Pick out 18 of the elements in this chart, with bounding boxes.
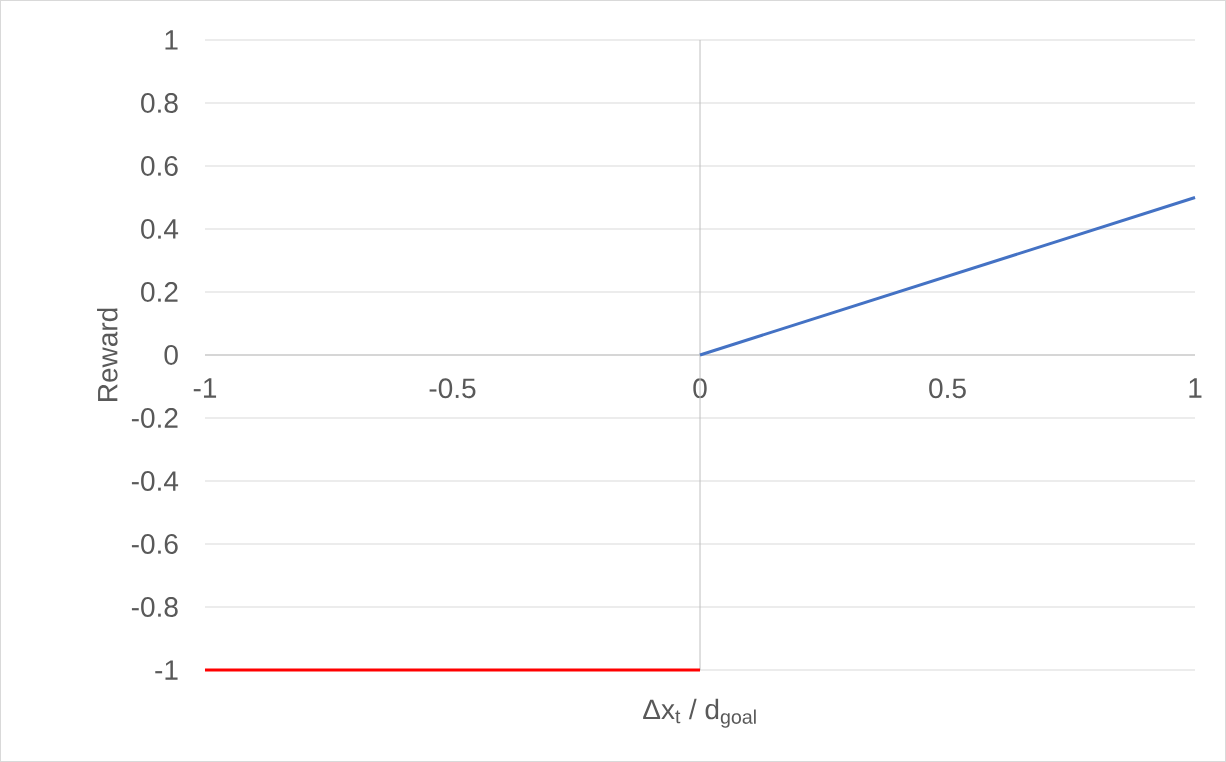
x-tick-label: 1 [1189, 378, 1202, 398]
y-tick-label: -0.2 [131, 408, 178, 428]
y-tick-label: -1 [155, 660, 178, 680]
x-tick-label: 0 [693, 378, 707, 399]
x-tick-label: -0.5 [429, 378, 476, 399]
x-tick-label: -1 [193, 378, 217, 398]
y-tick-label: -0.6 [131, 534, 178, 554]
x-axis-title: Δx$_{t}$ / d$_{goal}$ [643, 698, 756, 728]
y-tick-label: 0.8 [141, 93, 178, 113]
y-tick-label: 1 [165, 30, 178, 50]
y-tick-label: 0 [164, 345, 178, 365]
y-axis-title: Reward [97, 308, 118, 401]
x-tick-label: 0.5 [929, 378, 966, 399]
y-tick-label: 0.4 [141, 219, 179, 239]
y-tick-label: 0.6 [141, 156, 178, 176]
y-tick-label: 0.2 [141, 282, 178, 302]
y-tick-label: -0.8 [131, 597, 178, 617]
y-tick-label: -0.4 [131, 471, 179, 491]
